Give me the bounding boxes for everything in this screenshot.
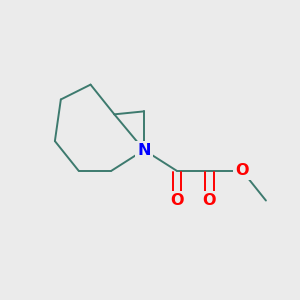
Text: O: O bbox=[203, 193, 216, 208]
Text: O: O bbox=[236, 163, 249, 178]
Text: N: N bbox=[137, 142, 151, 158]
Text: O: O bbox=[170, 193, 184, 208]
